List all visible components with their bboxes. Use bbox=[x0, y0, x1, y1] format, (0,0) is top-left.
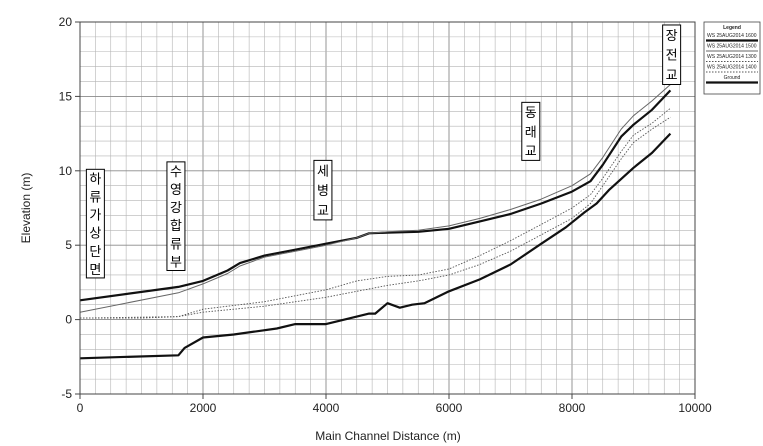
x-tick-label: 0 bbox=[77, 401, 84, 415]
structure-label-char: 전 bbox=[666, 49, 678, 64]
x-tick-label: 8000 bbox=[559, 401, 586, 415]
series-line-5 bbox=[79, 132, 672, 360]
structure-label-5: 장전교 bbox=[662, 24, 682, 85]
series-line-1 bbox=[79, 89, 672, 302]
y-axis-title: Elevation (m) bbox=[19, 173, 33, 244]
y-tick-label: 20 bbox=[59, 15, 73, 29]
legend-entry-label: WS 25AUG2014 1600 bbox=[707, 33, 757, 39]
series-line-3 bbox=[80, 107, 671, 319]
axes: 0 2000 4000 6000 8000 10000 -5 0 5 10 15 20 bbox=[59, 15, 712, 415]
structure-label-char: 면 bbox=[89, 263, 101, 278]
structure-label-char: 병 bbox=[317, 184, 329, 199]
legend-entry-label: WS 25AUG2014 1400 bbox=[707, 65, 757, 71]
y-tick-label: 0 bbox=[65, 313, 72, 327]
structure-label-char: 교 bbox=[317, 204, 329, 219]
series-line-2 bbox=[79, 84, 671, 313]
structure-label-char: 단 bbox=[89, 245, 101, 260]
structure-label-char: 세 bbox=[317, 164, 329, 179]
structure-label-char: 수 bbox=[170, 165, 182, 180]
legend-title: Legend bbox=[723, 25, 741, 31]
structure-label-char: 교 bbox=[525, 145, 537, 160]
structure-label-char: 류 bbox=[170, 237, 182, 252]
structure-label-4: 동래교 bbox=[521, 101, 541, 161]
legend-entry-label: Ground bbox=[724, 75, 741, 81]
structure-label-char: 영 bbox=[170, 183, 182, 198]
grid bbox=[79, 21, 696, 395]
structure-label-box bbox=[85, 168, 105, 279]
structure-label-char: 강 bbox=[170, 201, 182, 216]
plot-frame bbox=[79, 21, 696, 395]
structure-label-box bbox=[521, 101, 541, 161]
structure-label-box bbox=[662, 24, 682, 85]
structure-label-char: 동 bbox=[525, 106, 537, 121]
structure-label-box bbox=[313, 159, 333, 221]
x-tick-label: 4000 bbox=[313, 401, 340, 415]
structure-label-char: 장 bbox=[666, 29, 678, 44]
structure-label-char: 래 bbox=[525, 125, 537, 140]
structure-label-char: 교 bbox=[666, 69, 678, 84]
series-group bbox=[79, 84, 672, 360]
structure-label-box bbox=[166, 161, 186, 271]
structure-label-char: 합 bbox=[170, 219, 182, 234]
legend: Legend WS 25AUG2014 1600 WS 25AUG2014 1500… bbox=[703, 21, 761, 95]
structure-label-char: 가 bbox=[89, 209, 101, 224]
x-tick-label: 2000 bbox=[190, 401, 217, 415]
x-axis-title: Main Channel Distance (m) bbox=[315, 429, 460, 443]
x-tick-label: 6000 bbox=[436, 401, 463, 415]
legend-entry-label: WS 25AUG2014 1300 bbox=[707, 54, 757, 60]
structure-label-char: 부 bbox=[170, 255, 182, 270]
structure-label-char: 상 bbox=[89, 227, 101, 242]
series-line-4 bbox=[79, 116, 671, 319]
structure-label-3: 세병교 bbox=[313, 159, 333, 221]
y-tick-label: -5 bbox=[61, 387, 72, 401]
structure-label-char: 류 bbox=[89, 190, 101, 205]
y-tick-label: 10 bbox=[59, 164, 73, 178]
legend-entry-label: WS 25AUG2014 1500 bbox=[707, 44, 757, 50]
y-tick-label: 5 bbox=[65, 238, 72, 252]
y-tick-label: 15 bbox=[59, 89, 73, 103]
x-tick-label: 10000 bbox=[678, 401, 712, 415]
structure-label-char: 하 bbox=[89, 172, 101, 187]
